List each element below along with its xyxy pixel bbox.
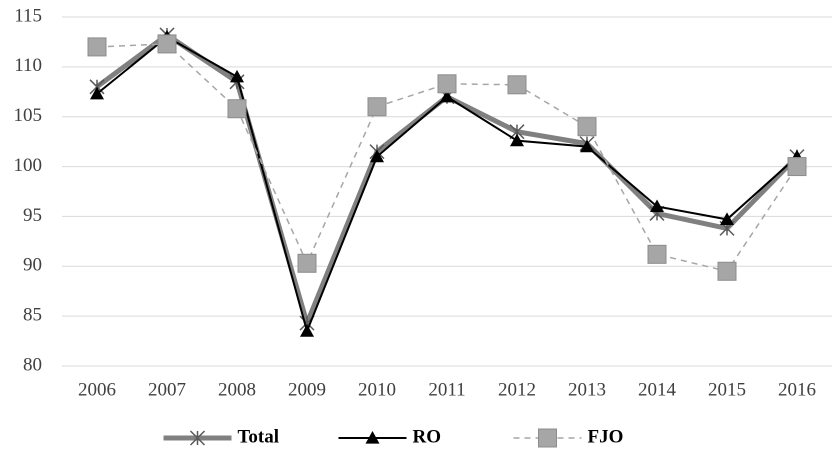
- marker: [440, 89, 454, 103]
- marker: [189, 430, 206, 446]
- marker: [365, 431, 380, 444]
- marker: [787, 157, 807, 177]
- x-tick-label: 2007: [148, 379, 186, 400]
- x-tick-label: 2011: [428, 379, 465, 400]
- marker: [717, 261, 737, 281]
- series: [87, 34, 807, 281]
- x-tick-label: 2006: [78, 379, 116, 400]
- x-tick-label: 2013: [568, 379, 606, 400]
- marker: [720, 212, 734, 226]
- marker: [510, 133, 524, 147]
- marker: [230, 69, 244, 83]
- marker: [580, 139, 594, 153]
- x-tick-label: 2008: [218, 379, 256, 400]
- marker: [300, 324, 314, 337]
- marker: [90, 86, 104, 100]
- y-tick-label: 95: [23, 205, 42, 226]
- marker: [650, 199, 664, 213]
- marker: [507, 75, 527, 95]
- y-tick-label: 110: [14, 55, 42, 76]
- y-tick-label: 80: [23, 354, 42, 375]
- line: [96, 43, 798, 273]
- legend-label: Total: [238, 426, 280, 447]
- legend-item: FJO: [513, 426, 624, 448]
- x-tick-label: 2012: [498, 379, 536, 400]
- x-tick-label: 2015: [708, 379, 746, 400]
- x-tick-label: 2014: [638, 379, 677, 400]
- marker: [647, 244, 667, 264]
- y-tick-label: 115: [14, 5, 42, 26]
- legend-item: RO: [338, 426, 442, 447]
- marker: [227, 99, 247, 119]
- marker: [297, 253, 317, 273]
- marker: [157, 34, 177, 54]
- legend-item: Total: [163, 426, 280, 447]
- series: [89, 27, 805, 331]
- legend-label: RO: [413, 426, 442, 447]
- marker: [370, 149, 384, 163]
- y-tick-label: 90: [23, 255, 42, 276]
- x-tick-label: 2010: [358, 379, 396, 400]
- marker: [437, 74, 457, 94]
- x-tick-label: 2016: [778, 379, 816, 400]
- marker: [87, 37, 107, 57]
- y-tick-label: 100: [14, 155, 43, 176]
- marker: [577, 117, 597, 137]
- y-tick-label: 85: [23, 305, 42, 326]
- y-tick-label: 105: [14, 105, 43, 126]
- marker: [538, 428, 557, 448]
- marker: [367, 97, 387, 117]
- x-tick-label: 2009: [288, 379, 326, 400]
- legend-label: FJO: [588, 426, 624, 447]
